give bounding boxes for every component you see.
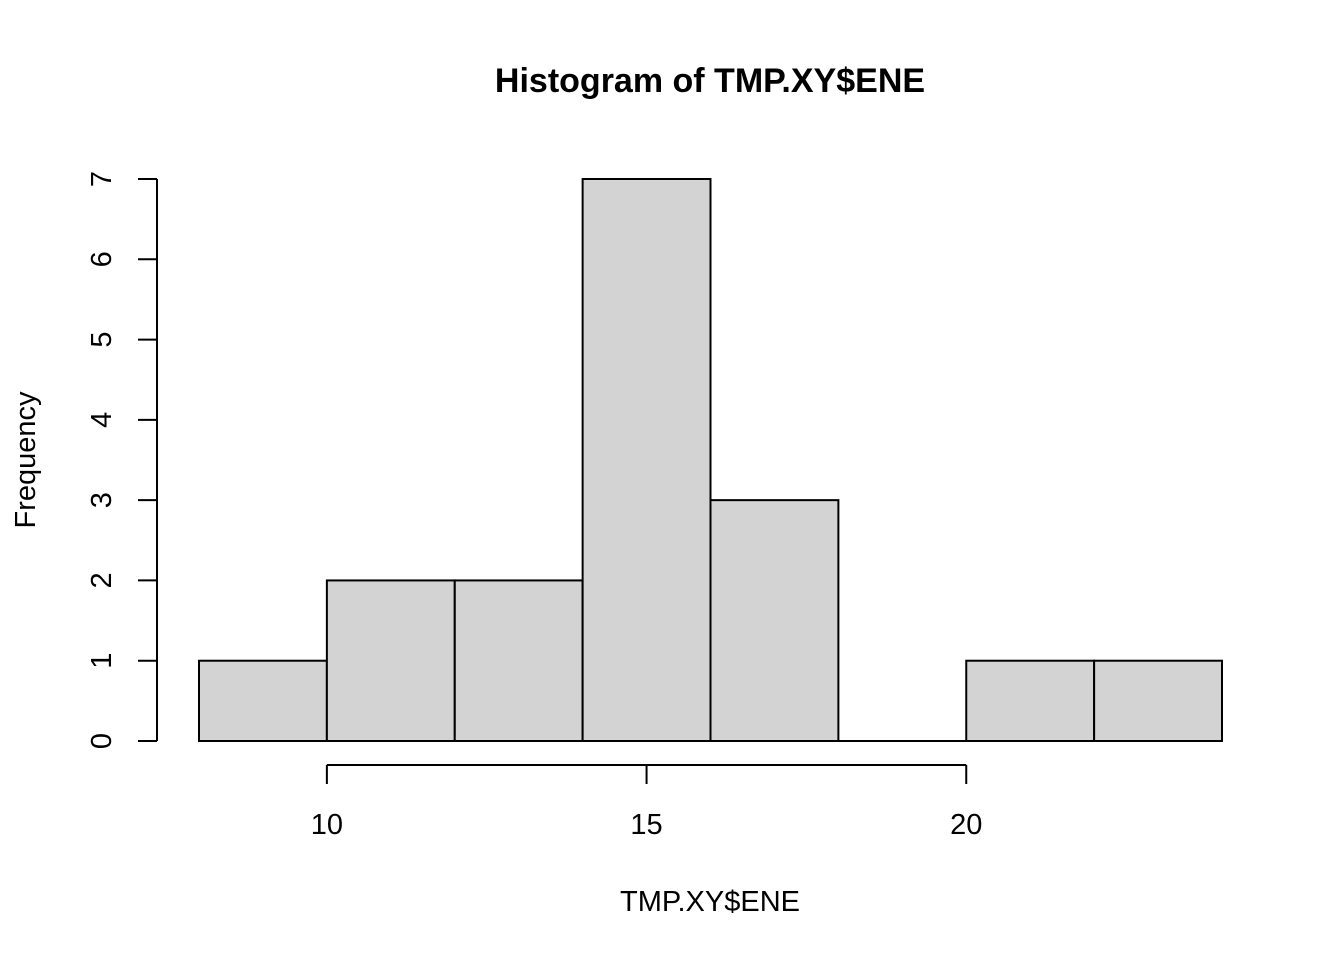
histogram-bar-4 [581,178,712,742]
y-tick-label-7: 7 [86,171,118,187]
y-tick-label-6: 6 [86,251,118,267]
y-tick-label-0: 0 [86,733,118,749]
histogram-bar-8 [1093,659,1223,743]
histogram-bar-7 [965,659,1096,743]
x-tick-label-15: 15 [630,809,662,841]
histogram-bar-5 [709,499,840,742]
x-axis: 10 15 20 [311,764,982,841]
x-tick-label-10: 10 [311,809,343,841]
y-tick-label-4: 4 [86,412,118,428]
y-axis-title: Frequency [10,391,42,529]
y-tick-label-1: 1 [86,653,118,669]
x-axis-title: TMP.XY$ENE [620,886,800,918]
bars-group [198,178,1223,743]
y-axis: 0 1 2 3 4 5 6 7 [86,171,158,749]
histogram-bar-1 [198,659,328,743]
x-tick-label-20: 20 [950,809,982,841]
chart-title: Histogram of TMP.XY$ENE [495,62,925,100]
histogram-bar-3 [453,579,584,743]
y-tick-label-2: 2 [86,572,118,588]
y-tick-label-5: 5 [86,332,118,348]
histogram-bar-2 [325,579,456,743]
y-tick-label-3: 3 [86,492,118,508]
